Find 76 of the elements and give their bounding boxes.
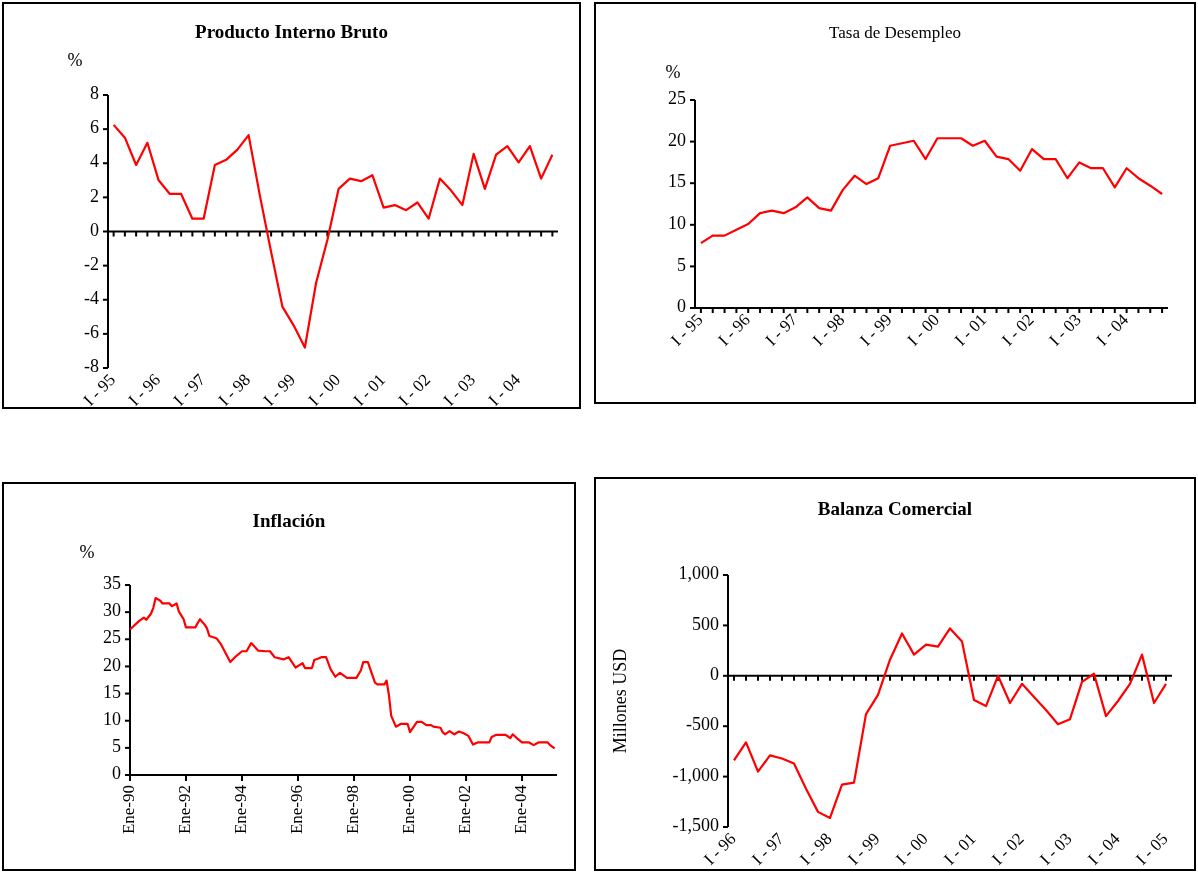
y-axis-title: % (665, 62, 681, 82)
x-tick-label: I - 98 (808, 310, 849, 350)
x-tick-label: I - 96 (124, 370, 165, 410)
y-tick-label: 2 (90, 185, 99, 206)
x-tick-label: I - 03 (439, 370, 480, 410)
line-series (699, 137, 1164, 245)
x-tick-label: I - 04 (1084, 828, 1124, 869)
y-tick-label: -1,500 (672, 815, 719, 836)
x-tick-label: I - 02 (998, 310, 1038, 350)
chart-title: Balanza Comercial (817, 498, 973, 519)
y-tick-label: 20 (103, 654, 121, 675)
x-tick-label: I - 97 (169, 369, 210, 410)
y-tick-label: -6 (84, 322, 99, 342)
y-tick-label: -500 (686, 714, 719, 735)
y-tick-label: 15 (668, 171, 686, 192)
x-tick-label: I - 99 (259, 370, 300, 410)
y-tick-label: 0 (677, 296, 686, 317)
x-tick-label: I - 98 (796, 829, 836, 869)
y-tick-label: 25 (668, 88, 686, 109)
y-tick-label: 35 (103, 573, 121, 594)
y-axis-title: % (67, 50, 83, 70)
x-tick-label: I - 98 (214, 370, 255, 410)
x-tick-label: Ene-04 (510, 784, 530, 835)
x-tick-label: I - 05 (1132, 829, 1172, 869)
x-tick-label: Ene-94 (230, 784, 250, 835)
chart-title: Producto Interno Bruto (195, 21, 388, 42)
line-series (732, 627, 1168, 820)
y-tick-label: 5 (677, 254, 686, 275)
y-tick-label: 1,000 (678, 563, 719, 584)
x-tick-label: I - 03 (1036, 829, 1076, 869)
y-tick-label: 0 (710, 663, 719, 684)
x-tick-label: I - 00 (304, 370, 345, 410)
x-tick-label: I - 01 (950, 310, 991, 350)
line-series (112, 123, 554, 349)
y-tick-label: 15 (103, 681, 121, 702)
y-tick-label: 10 (668, 212, 686, 233)
y-tick-label: -4 (84, 287, 99, 308)
x-tick-label: I - 96 (714, 310, 754, 350)
y-tick-label: 8 (90, 83, 99, 104)
y-tick-label: 6 (90, 117, 99, 138)
x-tick-label: I - 99 (856, 310, 896, 350)
y-tick-label: 25 (103, 627, 121, 648)
y-tick-label: 5 (112, 735, 121, 756)
x-tick-label: I - 99 (844, 829, 884, 869)
x-tick-label: I - 04 (1092, 309, 1133, 350)
x-tick-label: Ene-02 (454, 785, 474, 835)
y-tick-label: 4 (90, 151, 99, 172)
y-tick-label: 500 (692, 613, 719, 634)
y-tick-label: -8 (84, 356, 99, 377)
y-tick-label: 0 (112, 763, 121, 784)
x-tick-label: Ene-00 (398, 785, 418, 835)
x-tick-label: I - 00 (903, 310, 943, 350)
y-tick-label: -1,000 (672, 764, 719, 785)
x-tick-label: Ene-90 (118, 785, 138, 835)
x-tick-label: Ene-98 (342, 785, 362, 835)
chart-title: Tasa de Desempleo (829, 23, 961, 42)
x-tick-label: I - 03 (1045, 310, 1085, 350)
x-tick-label: I - 02 (988, 829, 1028, 869)
y-tick-label: 20 (668, 129, 686, 150)
x-tick-label: I - 97 (748, 828, 788, 869)
x-tick-label: I - 02 (394, 370, 435, 410)
x-tick-label: I - 00 (892, 829, 932, 869)
y-axis-title: % (79, 542, 95, 562)
chart-title: Inflación (252, 510, 326, 531)
x-tick-label: Ene-96 (286, 785, 306, 835)
x-tick-label: I - 97 (761, 309, 802, 350)
line-series (128, 596, 556, 750)
y-tick-label: 0 (90, 219, 99, 240)
y-tick-label: 10 (103, 708, 121, 729)
y-tick-label: 30 (103, 600, 121, 621)
x-tick-label: Ene-92 (174, 785, 194, 835)
y-tick-label: -2 (84, 253, 99, 274)
x-tick-label: I - 01 (349, 370, 390, 410)
x-tick-label: I - 01 (940, 829, 980, 869)
y-axis-title: Millones USD (610, 648, 631, 754)
x-tick-label: I - 04 (484, 369, 525, 410)
